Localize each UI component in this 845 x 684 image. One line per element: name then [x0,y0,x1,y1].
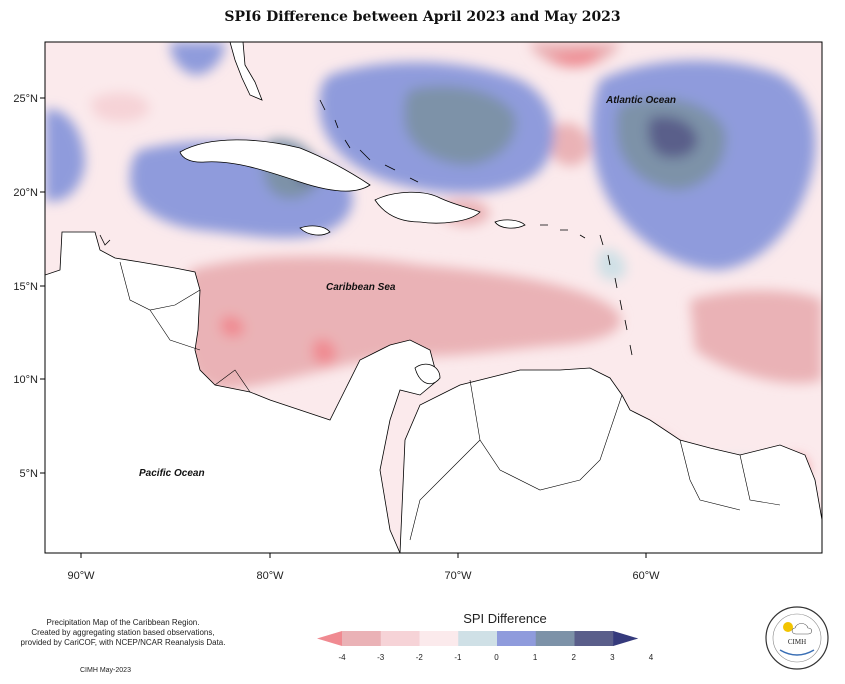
legend-swatch [535,631,575,646]
footnote-line-3: provided by CariCOF, with NCEP/NCAR Rean… [20,638,226,647]
spot-strong-negative-2 [312,339,337,365]
legend-tick-label: -1 [454,653,462,662]
lon-ticks [80,553,647,558]
lat-ticks [40,97,45,474]
legend-tick-label: -3 [377,653,385,662]
florida [229,42,263,101]
legend-colorbar [317,631,639,646]
lon-label-60: 60°W [632,570,660,582]
legend-swatch [497,631,537,646]
caribbean-sea-label: Caribbean Sea [326,282,396,293]
map-frame [44,41,823,554]
zone-strong-negative-north [545,50,600,66]
zone-negative-caribbean [183,256,621,390]
credit-text: CIMH May-2023 [80,667,131,674]
legend-tick-label: 0 [494,653,499,662]
lat-label-20: 20°N [13,187,38,199]
cimh-logo: CIMH [765,606,829,670]
spi-anomaly-field [45,42,822,553]
bahamas-islands [319,99,419,183]
lat-label-5: 5°N [20,468,39,480]
legend-arrow-left [317,631,342,646]
wave-icon [779,649,815,656]
zone-strong-positive-bahamas [404,86,516,165]
legend-swatch [458,631,498,646]
map-title: SPI6 Difference between April 2023 and M… [224,9,621,25]
cloud-icon [791,623,813,635]
legend-swatch [380,631,420,646]
footnote-line-2: Created by aggregating station based obs… [31,628,215,637]
lesser-antilles [599,234,633,356]
hispaniola [374,191,481,224]
zone-negative-east [690,290,822,384]
lon-labels: 90°W 80°W 70°W 60°W [67,570,660,582]
legend-title: SPI Difference [463,611,547,626]
central-america [45,231,439,553]
legend-swatch [574,631,614,646]
lat-label-25: 25°N [13,93,38,105]
lon-label-90: 90°W [67,570,95,582]
lat-label-10: 10°N [13,374,38,386]
lat-labels: 25°N 20°N 15°N 10°N 5°N [13,93,38,480]
land-masses [45,42,822,553]
zone-negative-atlantic [550,122,590,166]
island-chains [99,99,633,356]
spot-strong-negative-1 [220,315,245,337]
legend-arrow-right [613,631,639,646]
cuba [179,139,371,192]
pacific-ocean-label: Pacific Ocean [139,468,205,479]
zone-very-strong-positive-atlantic [648,116,698,158]
lon-label-70: 70°W [444,570,472,582]
atlantic-ocean-label: Atlantic Ocean [605,95,676,106]
legend-swatch [342,631,382,646]
country-borders [119,261,781,541]
zone-light-positive-antilles [597,249,626,281]
zone-light-negative-gulf [90,92,150,122]
legend-swatch [419,631,459,646]
virgin-islands [540,224,586,239]
legend-tick-label: 3 [610,653,615,662]
legend-tick-label: 1 [532,653,538,662]
trinidad-region [414,363,441,385]
legend-tick-label: -2 [415,653,423,662]
legend-tick-label: -4 [338,653,346,662]
footnote-line-1: Precipitation Map of the Caribbean Regio… [46,618,200,627]
lat-label-15: 15°N [13,281,38,293]
legend-tick-label: 4 [648,653,654,662]
zone-positive-west [45,109,85,202]
zone-positive-florida [170,42,225,75]
puerto-rico [494,219,526,229]
legend-tick-label: 2 [571,653,576,662]
yucatan-detail [99,234,111,246]
map-footnote: Precipitation Map of the Caribbean Regio… [14,618,232,648]
lon-label-80: 80°W [256,570,284,582]
logo-text: CIMH [788,638,806,646]
jamaica [299,225,331,236]
sun-icon [783,622,793,632]
